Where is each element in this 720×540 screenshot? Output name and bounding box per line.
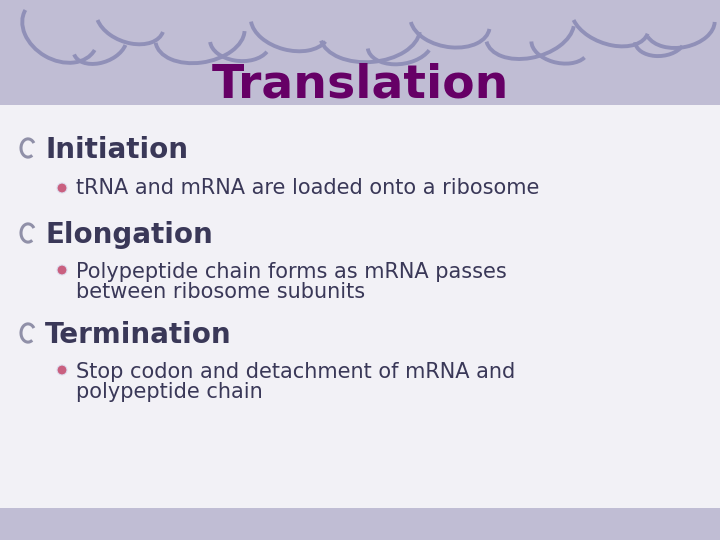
Bar: [0, 508, 720, 540]
Circle shape: [57, 265, 67, 275]
Text: tRNA and mRNA are loaded onto a ribosome: tRNA and mRNA are loaded onto a ribosome: [76, 178, 539, 198]
Text: Polypeptide chain forms as mRNA passes: Polypeptide chain forms as mRNA passes: [76, 262, 507, 282]
Text: Elongation: Elongation: [45, 221, 212, 249]
Bar: [0, 0, 720, 105]
Text: Stop codon and detachment of mRNA and: Stop codon and detachment of mRNA and: [76, 362, 516, 382]
Text: Termination: Termination: [45, 321, 232, 349]
Text: Initiation: Initiation: [45, 136, 188, 164]
Circle shape: [57, 365, 67, 375]
Circle shape: [57, 183, 67, 193]
Text: Translation: Translation: [211, 63, 509, 107]
Text: polypeptide chain: polypeptide chain: [76, 382, 263, 402]
Text: between ribosome subunits: between ribosome subunits: [76, 282, 365, 302]
